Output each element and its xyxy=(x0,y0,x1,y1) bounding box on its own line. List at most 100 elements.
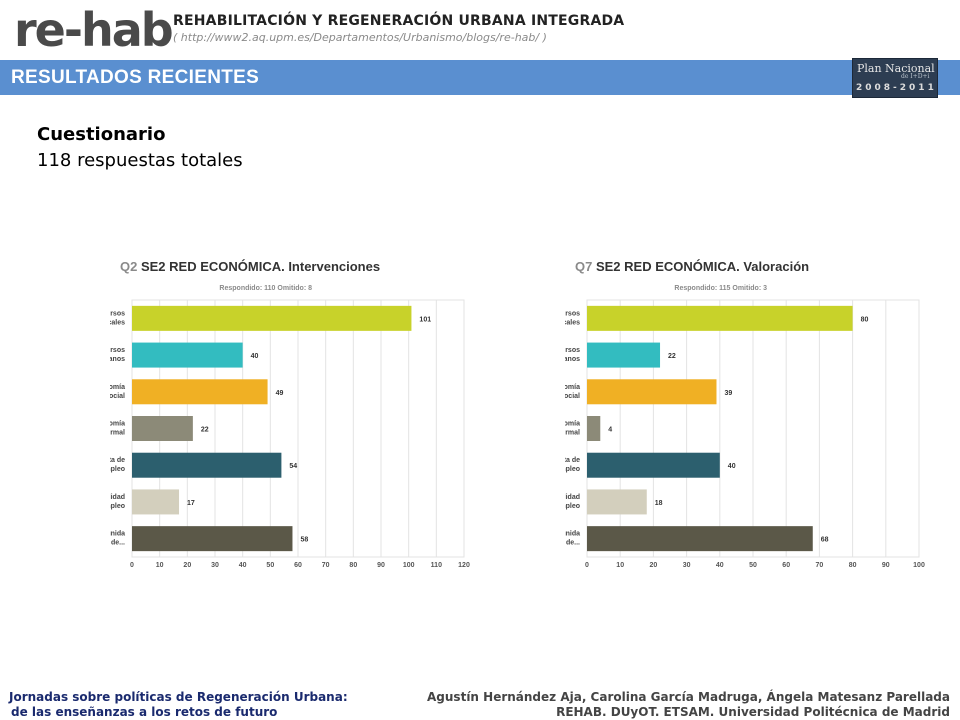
header-title: REHABILITACIÓN Y REGENERACIÓN URBANA INT… xyxy=(173,13,625,29)
chart1-category-label-line: informal xyxy=(565,430,580,437)
chart1-title-text: SE2 RED ECONÓMICA. Valoración xyxy=(596,259,809,274)
plan-nacional-logo: Plan Nacional de I+D+i 2008-2011 xyxy=(852,58,938,98)
chart1-bar xyxy=(587,342,661,368)
chart1-category-label-line: SE25 Oferta de xyxy=(565,457,580,464)
chart1-category-label-line: SE23 Economía xyxy=(565,384,580,391)
chart-q7-valoracion: Q7 SE2 RED ECONÓMICA. Valoración Respondi… xyxy=(565,259,925,569)
chart0-stats: Respondido: 110 Omitido: 8 xyxy=(219,285,312,292)
plan-logo-years: 2008-2011 xyxy=(856,83,937,93)
chart0-x-tick-label: 60 xyxy=(294,562,302,569)
chart0-x-tick-label: 20 xyxy=(183,562,191,569)
chart0-bar xyxy=(132,379,268,405)
chart0-x-tick-label: 30 xyxy=(211,562,219,569)
chart0-title: Q2 SE2 RED ECONÓMICA. Intervenciones xyxy=(120,259,380,274)
chart0-bar xyxy=(132,305,412,331)
chart1-bar-value-label: 39 xyxy=(724,390,732,397)
chart1-category-label-line: metropolitanos xyxy=(565,356,580,363)
chart0-category-label-line: SE23 Economía xyxy=(110,384,125,391)
chart0-category-label-line: en el empleo xyxy=(110,503,125,510)
chart0-bar-value-label: 58 xyxy=(300,537,308,544)
chart1-bar xyxy=(587,305,853,331)
footer-event: Jornadas sobre políticas de Regeneración… xyxy=(9,690,348,720)
chart0-qid: Q2 xyxy=(120,259,141,274)
chart0-bar-value-label: 17 xyxy=(187,500,195,507)
chart0-bar-value-label: 101 xyxy=(419,316,431,323)
chart1-bar-value-label: 68 xyxy=(821,537,829,544)
chart0-x-tick-label: 0 xyxy=(130,562,134,569)
chart0-category-label: SE22 Recursos metropolitanos xyxy=(110,347,125,363)
chart0-category-label: SE25 Oferta de empleo xyxy=(110,457,125,473)
chart1-x-tick-label: 10 xyxy=(616,562,624,569)
chart1-category-label-line: des de... xyxy=(565,540,580,547)
chart0-bar xyxy=(132,342,243,368)
chart0-category-label: SE26 Calidad en el empleo xyxy=(110,494,125,510)
chart0-title-text: SE2 RED ECONÓMICA. Intervenciones xyxy=(141,259,380,274)
chart1-category-label-line: SE21 Recursos xyxy=(565,310,580,317)
chart1-bar xyxy=(587,452,720,478)
chart0-bar-value-label: 22 xyxy=(201,427,209,434)
chart0-x-tick-label: 70 xyxy=(322,562,330,569)
chart1-bar-value-label: 80 xyxy=(861,316,869,323)
chart1-bar-value-label: 22 xyxy=(668,353,676,360)
section-band xyxy=(0,60,960,95)
chart0-category-label-line: informal xyxy=(110,430,125,437)
chart0-bar-value-label: 40 xyxy=(251,353,259,360)
footer-event-line2: de las enseñanzas a los retos de futuro xyxy=(11,705,278,719)
chart1-bar-value-label: 40 xyxy=(728,463,736,470)
chart1-category-label: SE25 Oferta de empleo xyxy=(565,457,580,473)
re-hab-logo: re-hab xyxy=(14,3,174,57)
chart0-category-label: SE27 Oportunida des de... xyxy=(110,531,125,547)
footer-authors-line1: Agustín Hernández Aja, Carolina García M… xyxy=(427,690,950,704)
chart1-category-label-line: SE27 Oportunida xyxy=(565,531,580,538)
chart1-bar-value-label: 18 xyxy=(655,500,663,507)
chart1-x-tick-label: 70 xyxy=(816,562,824,569)
chart0-category-label-line: des de... xyxy=(110,540,125,547)
chart1-category-label-line: locales xyxy=(565,319,580,326)
chart0-x-tick-label: 40 xyxy=(239,562,247,569)
chart0-category-label-line: locales xyxy=(110,319,125,326)
chart0-category-label-line: SE22 Recursos xyxy=(110,347,125,354)
header-url[interactable]: ( http://www2.aq.upm.es/Departamentos/Ur… xyxy=(173,31,547,44)
chart0-x-tick-label: 90 xyxy=(377,562,385,569)
chart0-category-label: SE21 Recursos locales xyxy=(110,310,125,326)
chart0-category-label: SE23 Economía social xyxy=(110,384,125,400)
chart1-title: Q7 SE2 RED ECONÓMICA. Valoración xyxy=(575,259,809,274)
chart1-bar-value-label: 4 xyxy=(608,427,612,434)
chart0-category-label-line: empleo xyxy=(110,466,125,473)
chart1-category-label: SE23 Economía social xyxy=(565,384,580,400)
chart0-bar-value-label: 49 xyxy=(276,390,284,397)
chart0-bar xyxy=(132,452,282,478)
plan-logo-sub: de I+D+i xyxy=(901,73,930,80)
chart1-x-tick-label: 60 xyxy=(782,562,790,569)
plan-logo-name: Plan Nacional xyxy=(857,62,935,75)
chart1-qid: Q7 xyxy=(575,259,596,274)
chart1-bar xyxy=(587,379,717,405)
chart1-category-label-line: SE22 Recursos xyxy=(565,347,580,354)
chart-q2-intervenciones: Q2 SE2 RED ECONÓMICA. Intervenciones Resp… xyxy=(110,259,470,569)
chart0-category-label-line: SE25 Oferta de xyxy=(110,457,125,464)
chart1-bar xyxy=(587,526,813,552)
chart0-category-label-line: SE24 Economía xyxy=(110,421,125,428)
chart0-x-tick-label: 80 xyxy=(349,562,357,569)
chart1-category-label: SE26 Calidad en el empleo xyxy=(565,494,580,510)
chart0-bar xyxy=(132,526,293,552)
chart1-category-label-line: social xyxy=(565,393,580,400)
section-title: RESULTADOS RECIENTES xyxy=(11,67,260,88)
survey-title: Cuestionario xyxy=(37,124,166,145)
chart1-category-label-line: SE26 Calidad xyxy=(565,494,580,501)
chart1-category-label-line: SE24 Economía xyxy=(565,421,580,428)
chart1-stats: Respondido: 115 Omitido: 3 xyxy=(674,285,767,292)
chart0-x-tick-label: 110 xyxy=(431,562,442,569)
chart1-x-tick-label: 0 xyxy=(585,562,589,569)
chart0-x-tick-label: 10 xyxy=(156,562,164,569)
chart0-category-label-line: social xyxy=(110,393,125,400)
chart0-category-label-line: SE27 Oportunida xyxy=(110,531,125,538)
chart0-x-tick-label: 50 xyxy=(266,562,274,569)
chart1-x-tick-label: 90 xyxy=(882,562,890,569)
chart0-category-label-line: metropolitanos xyxy=(110,356,125,363)
chart0-x-tick-label: 120 xyxy=(458,562,470,569)
chart1-category-label: SE22 Recursos metropolitanos xyxy=(565,347,580,363)
chart0-category-label: SE24 Economía informal xyxy=(110,421,125,437)
footer-authors: Agustín Hernández Aja, Carolina García M… xyxy=(427,690,950,720)
chart1-x-tick-label: 30 xyxy=(683,562,691,569)
